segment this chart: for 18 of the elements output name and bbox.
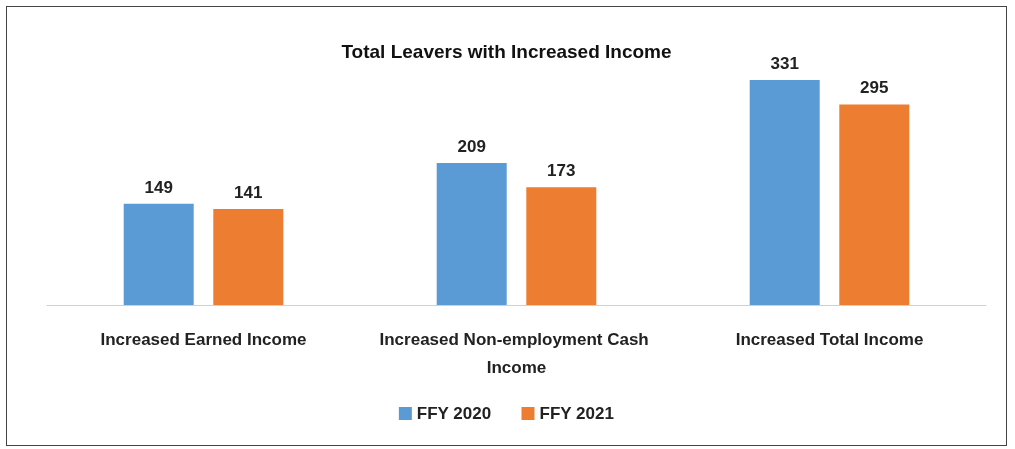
legend-label: FFY 2021 xyxy=(539,404,614,423)
chart-title: Total Leavers with Increased Income xyxy=(341,41,672,62)
bar xyxy=(123,203,194,305)
x-tick-label: Increased Earned Income xyxy=(100,329,307,349)
legend-label: FFY 2020 xyxy=(416,404,492,423)
data-label: 149 xyxy=(144,177,173,197)
x-tick-label: Increased Non-employment Cash Income xyxy=(379,329,654,377)
data-label: 331 xyxy=(770,53,799,73)
bar xyxy=(436,162,507,305)
data-label: 209 xyxy=(457,136,486,156)
data-label: 141 xyxy=(234,183,263,203)
bar xyxy=(526,187,597,305)
data-label: 173 xyxy=(547,161,576,181)
data-label: 295 xyxy=(860,78,889,98)
bar xyxy=(213,209,284,305)
bar xyxy=(839,104,910,305)
bar xyxy=(749,79,820,305)
x-tick-label: Increased Total Income xyxy=(735,329,924,349)
